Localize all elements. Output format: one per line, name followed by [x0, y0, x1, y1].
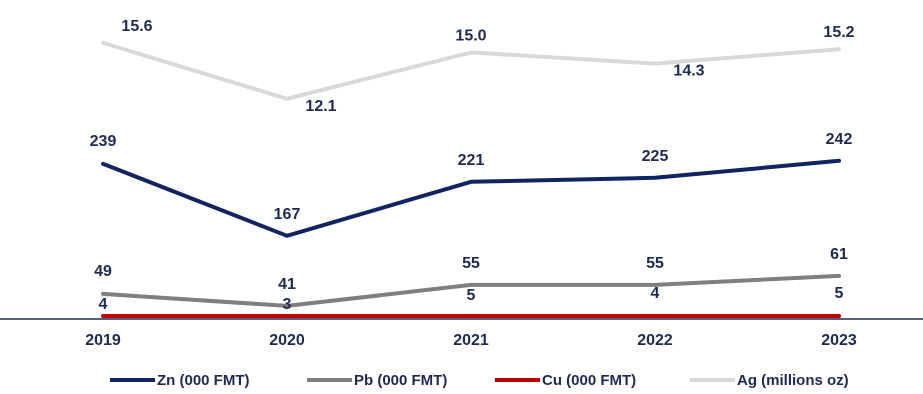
- cu-data-label: 5: [835, 285, 844, 302]
- series-layer: [101, 40, 841, 318]
- x-tick-label: 2023: [821, 332, 857, 349]
- legend-item-cu: Cu (000 FMT): [495, 372, 636, 389]
- legend-item-zn: Zn (000 FMT): [110, 372, 250, 389]
- pb-data-label: 41: [278, 276, 296, 293]
- ag-data-label: 12.1: [305, 98, 336, 115]
- ag-series-line: [101, 40, 841, 101]
- cu-data-label: 4: [651, 285, 660, 302]
- ag-data-label: 14.3: [673, 63, 704, 80]
- zn-data-label: 221: [458, 152, 485, 169]
- x-tick-layer: 2019 2020 2021 2022 2023: [85, 332, 857, 349]
- ag-data-label: 15.6: [121, 18, 152, 35]
- legend-label: Cu (000 FMT): [542, 372, 636, 389]
- ag-data-label: 15.2: [823, 24, 854, 41]
- cu-data-label: 5: [467, 287, 476, 304]
- pb-data-label: 55: [646, 255, 664, 272]
- legend-label: Ag (millions oz): [737, 372, 849, 389]
- pb-data-label: 49: [94, 263, 112, 280]
- zn-data-label: 242: [826, 131, 853, 148]
- cu-data-label: 3: [283, 296, 292, 313]
- legend: Zn (000 FMT) Pb (000 FMT) Cu (000 FMT) Ag (…: [110, 372, 849, 389]
- legend-item-ag: Ag (millions oz): [690, 372, 849, 389]
- legend-item-pb: Pb (000 FMT): [307, 372, 447, 389]
- legend-label: Pb (000 FMT): [354, 372, 447, 389]
- zn-data-label: 225: [642, 148, 669, 165]
- pb-data-label: 55: [462, 255, 480, 272]
- pb-data-label: 61: [830, 246, 848, 263]
- zn-data-label: 167: [274, 206, 301, 223]
- cu-data-label: 4: [99, 296, 108, 313]
- legend-label: Zn (000 FMT): [157, 372, 250, 389]
- ag-data-label: 15.0: [455, 27, 486, 44]
- zn-series-line: [101, 158, 841, 238]
- pb-series-line: [101, 273, 841, 308]
- zn-data-label: 239: [90, 133, 117, 150]
- x-tick-label: 2022: [637, 332, 673, 349]
- x-tick-label: 2019: [85, 332, 121, 349]
- x-tick-label: 2020: [269, 332, 305, 349]
- x-tick-label: 2021: [453, 332, 489, 349]
